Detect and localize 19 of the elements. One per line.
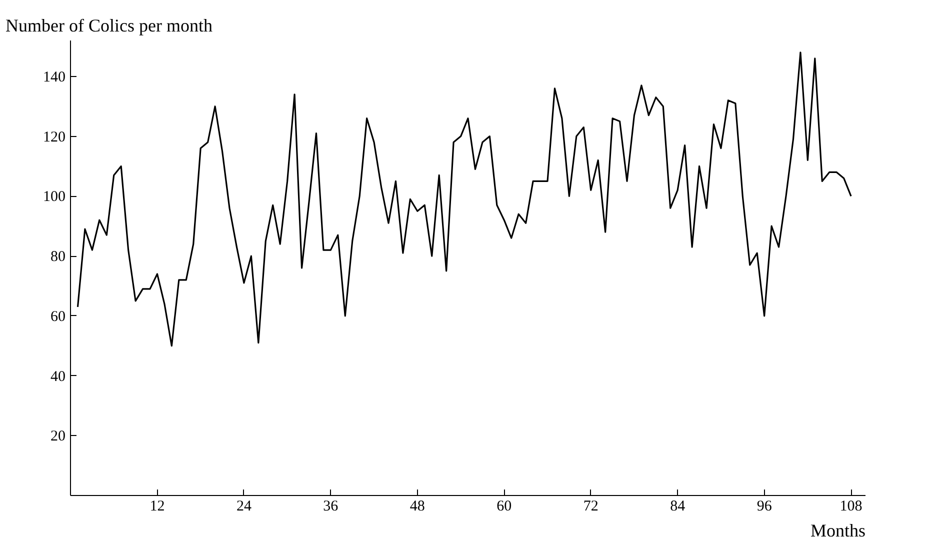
x-tick-label: 48 <box>410 498 425 514</box>
line-series <box>76 52 852 347</box>
y-tick-label: 100 <box>43 189 66 206</box>
y-tick-label: 60 <box>50 308 66 325</box>
x-tick-label: 60 <box>496 498 512 514</box>
x-tick-label: 72 <box>583 498 598 514</box>
y-axis-title: Number of Colics per month <box>6 16 212 36</box>
y-tick-label: 40 <box>50 368 66 385</box>
y-tick-label: 80 <box>50 249 66 266</box>
y-tick-label: 20 <box>50 428 66 445</box>
y-tick-label: 120 <box>43 129 66 146</box>
x-tick-label: 24 <box>236 498 252 514</box>
y-tick-label: 140 <box>43 69 66 86</box>
x-tick-label: 12 <box>150 498 165 514</box>
x-tick-label: 108 <box>840 498 862 514</box>
x-axis-title: Months <box>810 520 866 540</box>
x-tick-label: 84 <box>670 498 686 514</box>
x-tick-label: 36 <box>323 498 339 514</box>
x-tick-label: 96 <box>756 498 772 514</box>
